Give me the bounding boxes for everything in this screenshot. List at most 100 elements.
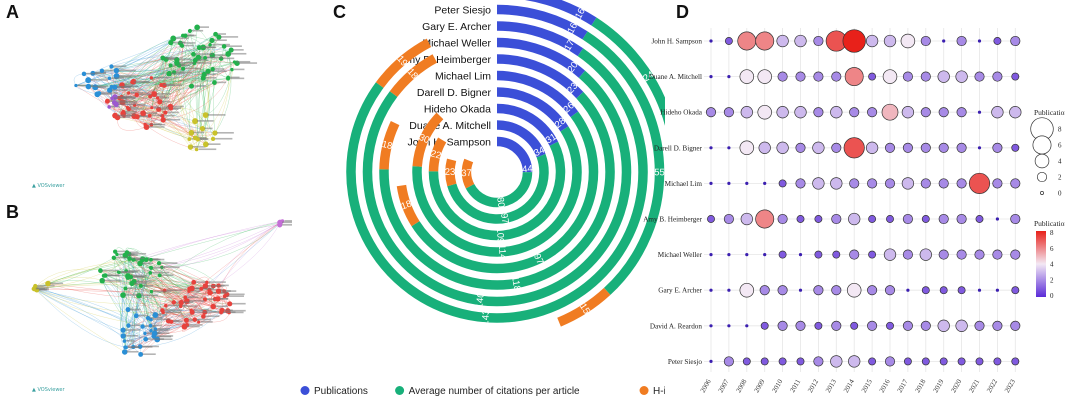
cluster-yellow-node[interactable] (195, 148, 199, 152)
cluster-green-node[interactable] (168, 40, 173, 45)
cluster-yellow-node[interactable] (212, 130, 217, 135)
cluster-red-node[interactable] (169, 320, 173, 324)
cluster-green-node[interactable] (197, 45, 202, 50)
cluster-yellow-node[interactable] (188, 144, 193, 149)
cluster-green-node[interactable] (202, 72, 207, 77)
cluster-yellow-node[interactable] (200, 126, 205, 131)
cluster-blue-node[interactable] (134, 313, 139, 318)
cluster-blue-node[interactable] (122, 349, 128, 355)
cluster-green-node[interactable] (166, 71, 172, 77)
cluster-green-node[interactable] (129, 281, 134, 286)
cluster-green-node[interactable] (112, 256, 116, 260)
cluster-green-node[interactable] (158, 274, 162, 278)
cluster-red-node[interactable] (164, 304, 168, 308)
cluster-red-node[interactable] (172, 300, 176, 304)
cluster-green-node[interactable] (203, 56, 207, 60)
cluster-red-node[interactable] (161, 117, 166, 122)
cluster-red-node[interactable] (105, 99, 110, 104)
cluster-green-node[interactable] (209, 38, 214, 43)
cluster-green-node[interactable] (213, 32, 218, 37)
cluster-yellow-node[interactable] (45, 281, 51, 287)
cluster-blue-node[interactable] (125, 346, 128, 349)
cluster-green-node[interactable] (226, 76, 230, 80)
cluster-red-node[interactable] (156, 96, 159, 99)
cluster-green-node[interactable] (113, 250, 117, 254)
cluster-red-node[interactable] (201, 314, 206, 319)
cluster-blue-node[interactable] (82, 72, 86, 76)
cluster-blue-node[interactable] (74, 84, 77, 87)
cluster-green-node[interactable] (144, 257, 149, 262)
cluster-green-node[interactable] (230, 68, 233, 71)
cluster-red-node[interactable] (210, 291, 213, 294)
cluster-green-node[interactable] (103, 273, 107, 277)
cluster-red-node[interactable] (150, 76, 153, 79)
cluster-blue-node[interactable] (149, 329, 152, 332)
cluster-green-node[interactable] (149, 266, 153, 270)
cluster-yellow-node[interactable] (187, 137, 191, 141)
cluster-yellow-node[interactable] (189, 130, 195, 136)
cluster-blue-node[interactable] (140, 324, 144, 328)
cluster-blue-node[interactable] (143, 337, 148, 342)
cluster-blue-node[interactable] (100, 69, 104, 73)
cluster-red-node[interactable] (216, 288, 221, 293)
cluster-green-node[interactable] (183, 33, 187, 37)
cluster-red-node[interactable] (148, 114, 152, 118)
cluster-green-node[interactable] (212, 80, 217, 85)
cluster-blue-node[interactable] (138, 352, 143, 357)
cluster-blue-node[interactable] (109, 64, 113, 68)
cluster-red-node[interactable] (215, 296, 220, 301)
cluster-red-node[interactable] (157, 99, 162, 104)
cluster-purple-node[interactable] (114, 102, 119, 107)
cluster-red-node[interactable] (134, 92, 139, 97)
cluster-red-node[interactable] (219, 310, 223, 314)
cluster-red-node[interactable] (227, 301, 232, 306)
cluster-blue-node[interactable] (120, 328, 125, 333)
cluster-red-node[interactable] (193, 317, 197, 321)
cluster-blue-node[interactable] (123, 339, 127, 343)
cluster-red-node[interactable] (183, 295, 187, 299)
cluster-red-node[interactable] (210, 304, 215, 309)
cluster-purple-node[interactable] (107, 105, 111, 109)
cluster-red-node[interactable] (159, 83, 163, 87)
cluster-red-node[interactable] (191, 280, 196, 285)
cluster-red-node[interactable] (163, 110, 167, 114)
cluster-green-node[interactable] (208, 43, 212, 47)
cluster-green-node[interactable] (129, 275, 133, 279)
cluster-red-node[interactable] (197, 321, 200, 324)
cluster-blue-node[interactable] (86, 84, 92, 90)
cluster-green-node[interactable] (191, 52, 196, 57)
cluster-blue-node[interactable] (149, 324, 153, 328)
cluster-red-node[interactable] (161, 311, 164, 314)
cluster-blue-node[interactable] (146, 316, 150, 320)
cluster-blue-node[interactable] (97, 91, 101, 95)
cluster-blue-node[interactable] (126, 323, 130, 327)
cluster-green-node[interactable] (125, 250, 130, 255)
cluster-red-node[interactable] (135, 114, 140, 119)
cluster-blue-node[interactable] (114, 68, 119, 73)
cluster-purple-node[interactable] (110, 97, 113, 100)
cluster-yellow-node[interactable] (32, 287, 36, 291)
cluster-blue-node[interactable] (143, 332, 146, 335)
cluster-blue-node[interactable] (125, 307, 130, 312)
cluster-yellow-node[interactable] (211, 137, 215, 141)
cluster-green-node[interactable] (157, 261, 161, 265)
cluster-blue-node[interactable] (112, 85, 117, 90)
cluster-red-node[interactable] (130, 81, 133, 84)
cluster-red-node[interactable] (126, 106, 129, 109)
cluster-green-node[interactable] (180, 44, 184, 48)
cluster-red-node[interactable] (150, 106, 153, 109)
cluster-yellow-node[interactable] (203, 142, 209, 148)
cluster-green-node[interactable] (174, 60, 180, 66)
cluster-green-node[interactable] (150, 290, 153, 293)
cluster-blue-node[interactable] (107, 88, 112, 93)
cluster-green-node[interactable] (99, 278, 105, 284)
cluster-red-node[interactable] (121, 110, 125, 114)
cluster-red-node[interactable] (199, 287, 203, 291)
cluster-green-node[interactable] (169, 63, 173, 67)
cluster-green-node[interactable] (123, 286, 127, 290)
cluster-red-node[interactable] (190, 310, 195, 315)
cluster-green-node[interactable] (210, 67, 215, 72)
cluster-red-node[interactable] (184, 318, 189, 323)
cluster-green-node[interactable] (139, 284, 143, 288)
cluster-green-node[interactable] (149, 258, 153, 262)
